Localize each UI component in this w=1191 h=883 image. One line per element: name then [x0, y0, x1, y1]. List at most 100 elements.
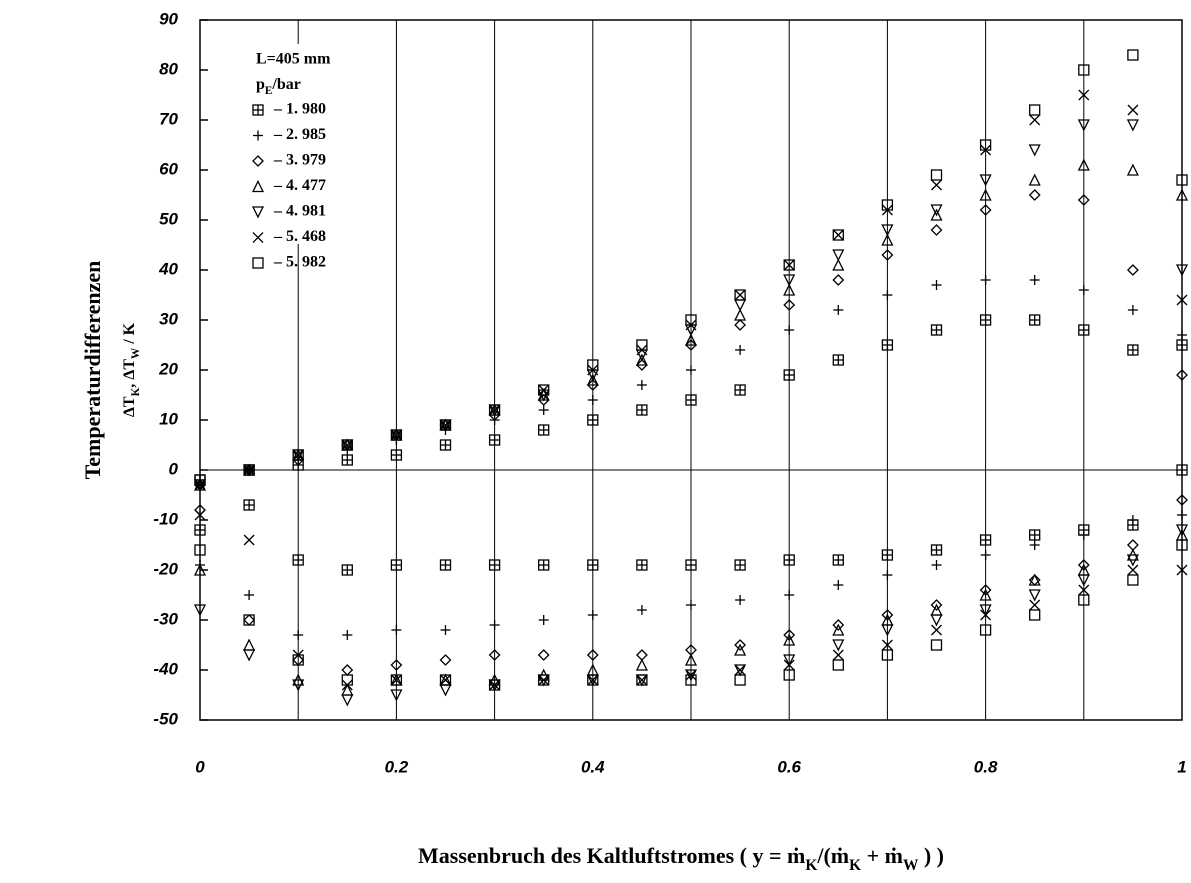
marker	[734, 664, 747, 677]
marker	[1127, 49, 1139, 61]
marker	[488, 434, 501, 446]
marker	[979, 188, 992, 201]
marker-stroke	[1127, 564, 1139, 576]
marker	[538, 674, 550, 686]
marker-box	[881, 199, 894, 211]
marker	[636, 380, 647, 390]
marker-shape	[243, 649, 256, 662]
marker	[587, 674, 599, 686]
y-tick-label: -10	[153, 509, 178, 528]
marker	[587, 395, 598, 405]
marker-stroke	[243, 534, 255, 546]
marker-shape	[586, 379, 599, 391]
marker	[881, 639, 893, 651]
marker-box	[194, 544, 206, 556]
marker	[931, 280, 942, 290]
marker	[342, 630, 353, 640]
marker-shape	[1126, 119, 1139, 132]
marker-stroke	[1127, 104, 1139, 116]
marker-shape	[439, 654, 452, 666]
marker	[686, 600, 696, 610]
marker	[734, 289, 746, 301]
marker	[587, 559, 599, 571]
marker	[980, 275, 991, 285]
marker-box	[243, 614, 255, 626]
marker-box	[292, 654, 304, 666]
marker	[390, 559, 403, 571]
marker	[1078, 584, 1090, 596]
marker	[685, 314, 697, 326]
marker	[930, 324, 943, 336]
marker	[1078, 530, 1089, 540]
marker	[1127, 574, 1139, 586]
marker	[587, 610, 598, 620]
marker-stroke	[783, 659, 795, 671]
marker	[252, 104, 264, 116]
marker-shape	[783, 633, 796, 646]
marker	[783, 299, 796, 311]
marker	[537, 649, 550, 661]
marker-stroke	[1176, 564, 1188, 576]
marker-shape	[537, 649, 550, 661]
marker	[686, 365, 696, 375]
marker	[292, 554, 304, 566]
marker-shape	[1077, 119, 1090, 132]
marker-box	[341, 674, 353, 686]
marker-shape	[734, 639, 747, 651]
marker-box	[1127, 49, 1139, 61]
marker	[251, 180, 265, 193]
marker-shape	[684, 653, 698, 666]
marker	[390, 674, 402, 686]
marker	[341, 664, 354, 676]
marker-shape	[1175, 524, 1189, 537]
marker	[341, 439, 353, 451]
marker	[252, 232, 264, 243]
marker-shape	[341, 694, 354, 707]
marker	[1078, 89, 1090, 101]
marker	[1177, 330, 1187, 340]
marker	[1127, 515, 1138, 525]
marker-box	[1127, 574, 1139, 586]
marker	[979, 534, 992, 546]
marker	[1176, 494, 1188, 506]
legend-subtitle: pE/bar	[256, 76, 301, 97]
marker	[832, 354, 844, 366]
marker-stroke	[489, 679, 501, 691]
marker	[1176, 294, 1188, 306]
marker-stroke	[489, 404, 501, 416]
marker	[1029, 540, 1040, 550]
label-part: + ṁ	[861, 843, 903, 868]
marker-stroke	[636, 674, 648, 686]
marker-shape	[251, 180, 265, 193]
marker	[488, 404, 501, 416]
marker	[832, 229, 844, 241]
marker	[931, 624, 942, 636]
marker	[243, 638, 256, 651]
marker-shape	[1175, 188, 1189, 201]
marker	[1078, 285, 1089, 295]
marker	[1029, 314, 1041, 326]
marker-shape	[783, 654, 796, 667]
marker	[341, 694, 354, 707]
marker-shape	[684, 333, 698, 346]
y-tick-label: 60	[159, 159, 178, 178]
marker	[243, 614, 255, 626]
marker	[488, 649, 501, 661]
y-tick-label: -40	[153, 659, 178, 678]
marker-box	[783, 259, 795, 271]
marker	[685, 674, 697, 686]
marker	[635, 353, 648, 366]
marker-box	[538, 674, 550, 686]
marker	[980, 609, 992, 621]
marker-shape	[783, 299, 796, 311]
x-tick-label: 0	[195, 757, 205, 776]
marker-box	[439, 674, 452, 686]
marker-box	[930, 169, 943, 181]
marker	[636, 404, 648, 416]
marker	[832, 619, 845, 631]
marker	[783, 259, 795, 271]
y-tick-label: 30	[159, 309, 178, 328]
legend-label: – 4. 477	[273, 177, 326, 194]
marker-shape	[537, 394, 550, 406]
